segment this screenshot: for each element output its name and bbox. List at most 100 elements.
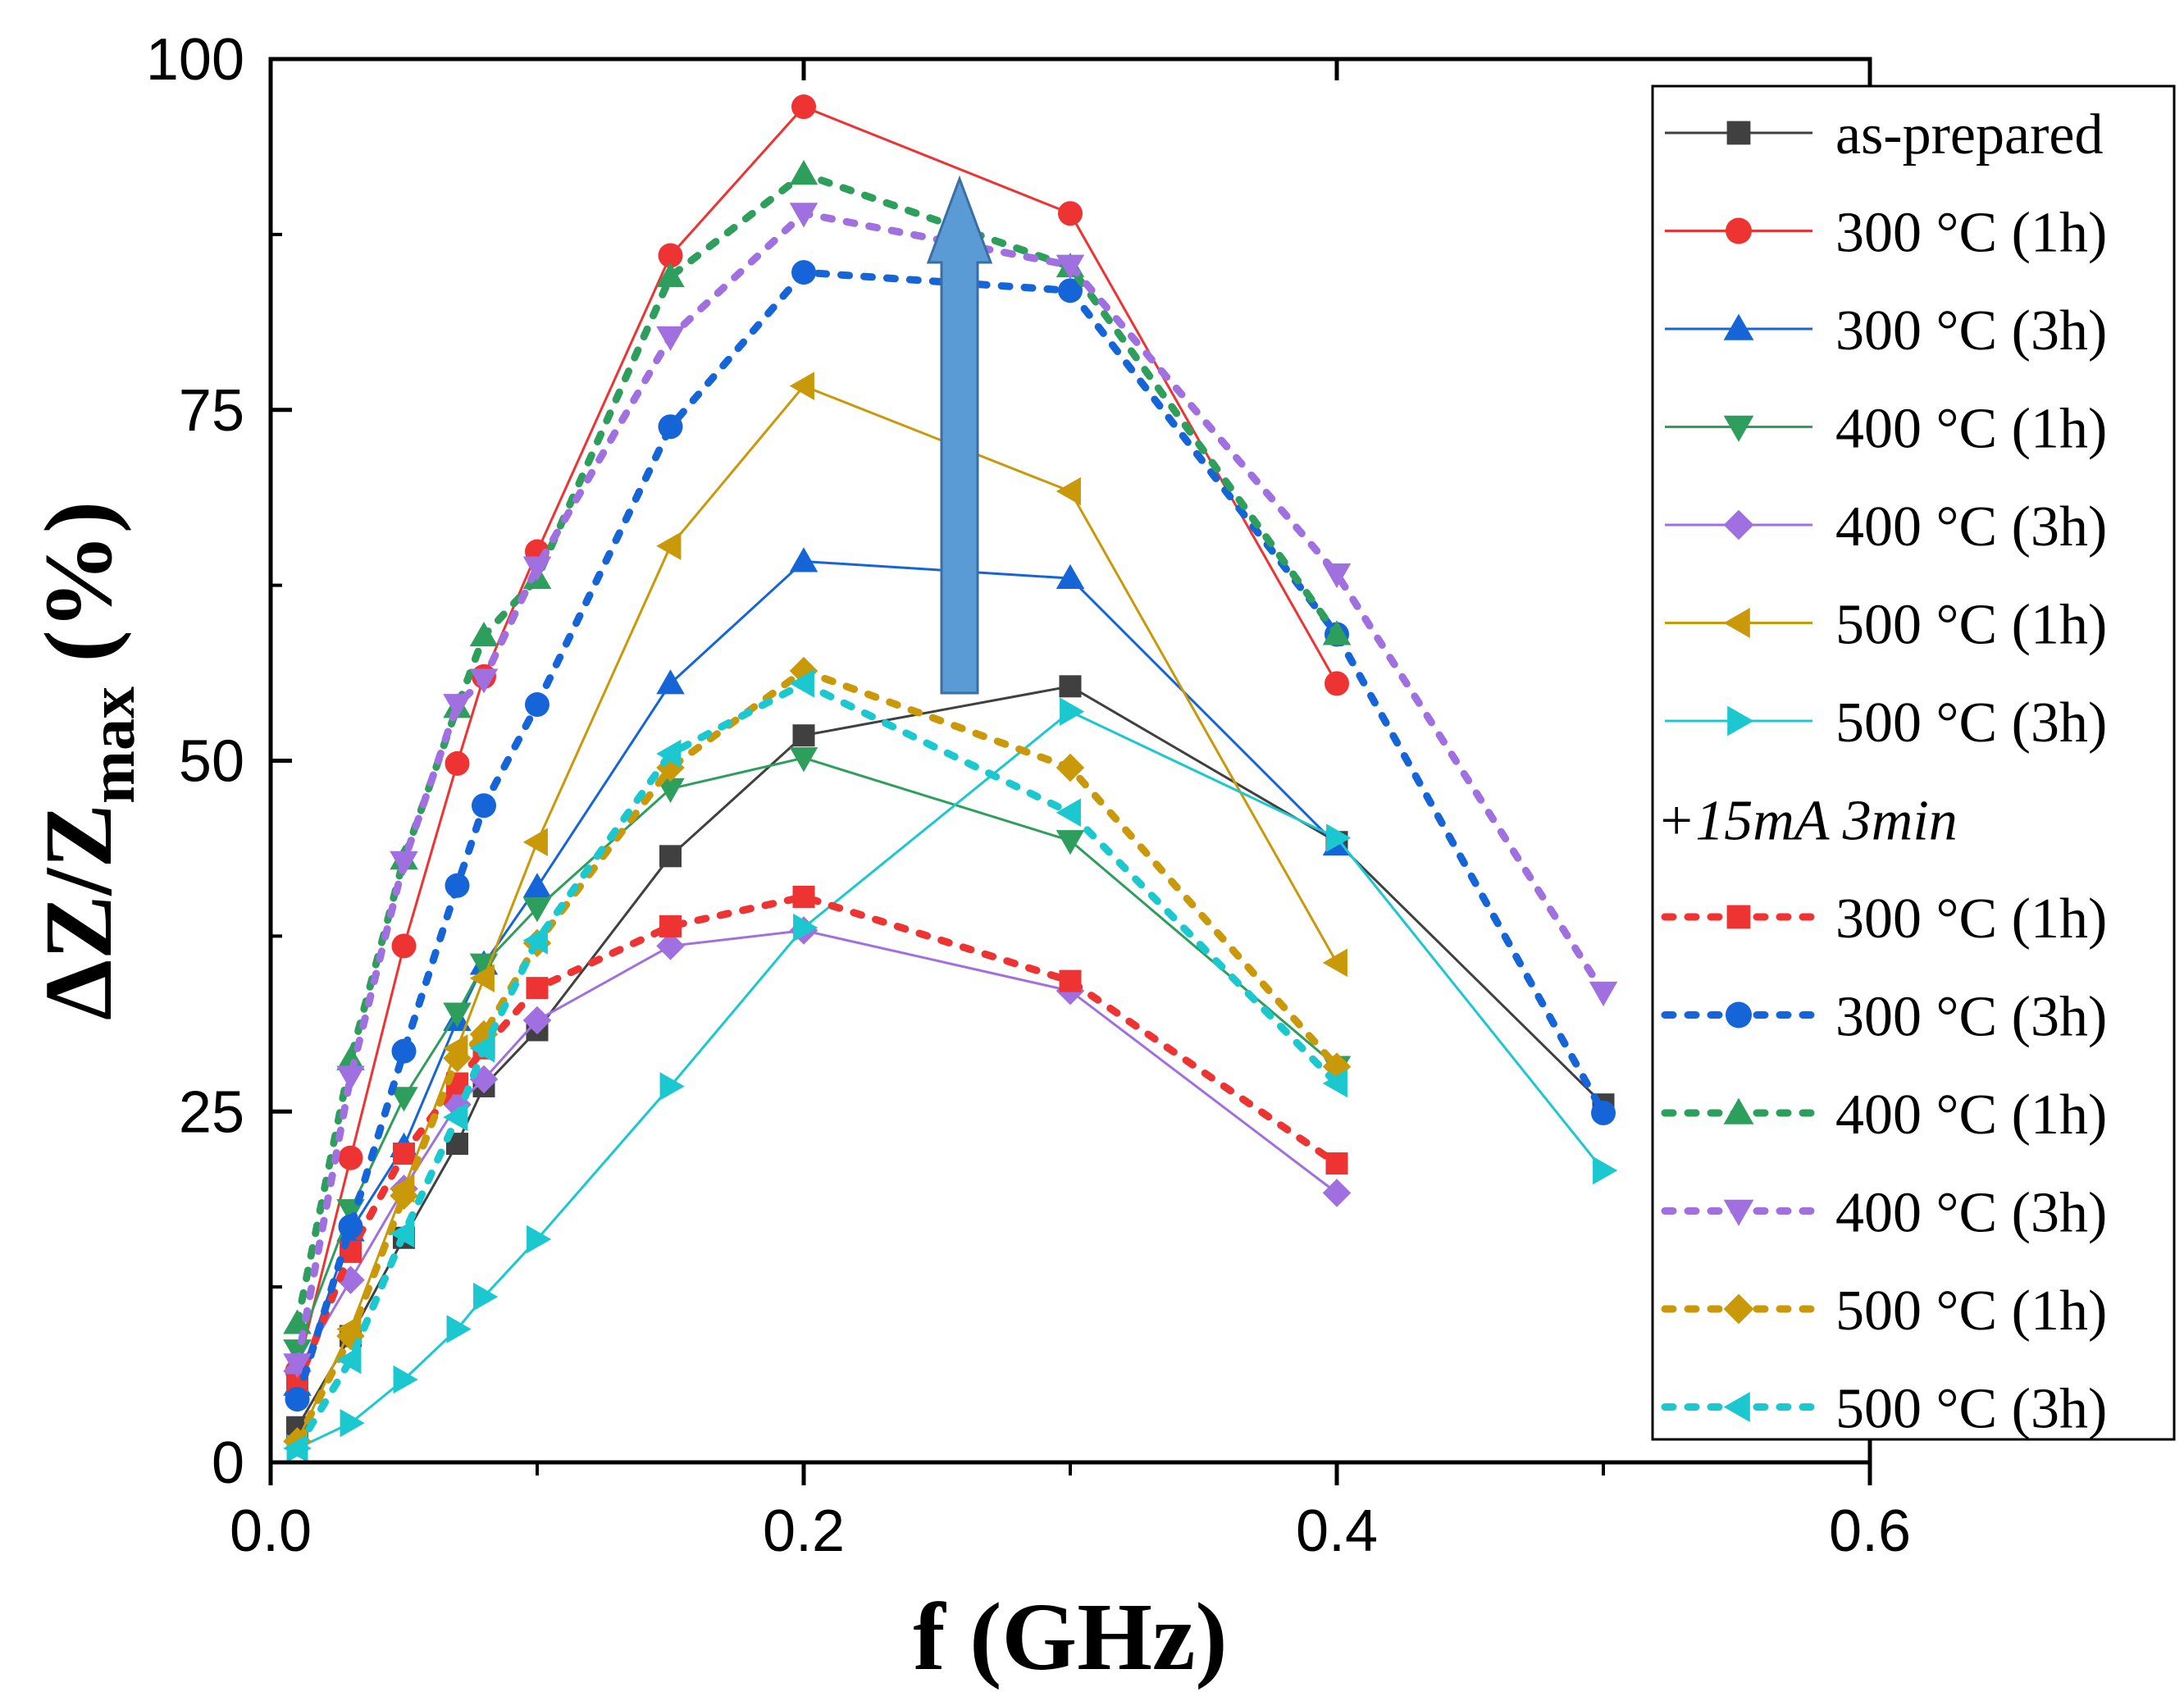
data-point (1322, 1069, 1347, 1098)
y-axis-title-unit: (%) (25, 501, 132, 686)
legend-entry-15ma-3min-400-c-3h: 400 °C (3h) (1661, 1182, 2107, 1245)
data-point (1056, 477, 1081, 506)
series-annealed-500-c-3h (286, 697, 1618, 1463)
data-point (283, 1309, 312, 1334)
data-point (1056, 254, 1085, 280)
data-point (526, 977, 549, 1000)
legend-group-heading: +15mA 3min (1657, 790, 1958, 853)
data-point (792, 885, 815, 908)
data-point (338, 1145, 363, 1170)
legend-entry-annealed-300-c-3h: 300 °C (3h) (1665, 299, 2107, 363)
legend-marker (1723, 415, 1754, 442)
data-point (1589, 981, 1618, 1007)
data-point (393, 1365, 418, 1394)
data-point (789, 203, 818, 228)
data-point (1060, 697, 1085, 726)
legend-entry-annealed-300-c-1h: 300 °C (1h) (1665, 202, 2107, 265)
legend-marker (1723, 313, 1754, 340)
data-point (522, 926, 548, 955)
data-point (522, 897, 552, 923)
data-point (469, 668, 499, 694)
data-point (1056, 798, 1081, 828)
data-point (1058, 278, 1083, 303)
legend-marker (1723, 1392, 1750, 1422)
y-axis-title-main: ΔZ/Z (25, 804, 132, 1020)
increase-arrow-icon (926, 175, 993, 695)
legend-entry-15ma-3min-300-c-3h: 300 °C (3h) (1661, 986, 2107, 1049)
series-annealed-400-c-1h (283, 747, 1352, 1365)
series-line (294, 209, 1607, 1368)
data-point (1322, 620, 1352, 645)
y-tick-label: 50 (179, 729, 244, 795)
legend-entry-15ma-3min-500-c-1h: 500 °C (1h) (1661, 1279, 2107, 1343)
y-tick-label: 25 (179, 1079, 244, 1145)
data-point (443, 694, 472, 719)
axes: 0 25 50 75 100 0.0 0.2 0.4 0.6 f (GHz) ΔZ/Zmax (%) (25, 27, 1911, 1690)
series-15ma-3min-500-c-3h (283, 669, 1347, 1463)
data-point (390, 1181, 418, 1211)
data-point (390, 1087, 418, 1112)
data-point (1591, 1100, 1616, 1125)
data-point (656, 932, 685, 960)
data-point (443, 1002, 472, 1028)
legend-label: as-prepared (1835, 103, 2103, 166)
legend-label: 300 °C (1h) (1835, 887, 2107, 951)
data-point (1059, 675, 1082, 698)
data-point (522, 828, 548, 856)
legend-marker (1726, 1001, 1752, 1028)
y-tick-label: 0 (212, 1430, 244, 1496)
data-point (522, 556, 552, 581)
data-point (792, 724, 815, 747)
legend-label: 500 °C (1h) (1835, 1279, 2107, 1343)
data-point (283, 1434, 308, 1463)
legend-entry-annealed-as-prepared: as-prepared (1665, 103, 2103, 166)
data-point (469, 1034, 495, 1063)
data-point (656, 262, 685, 288)
data-point (446, 1315, 472, 1343)
legend-marker (1723, 509, 1754, 540)
series-15ma-3min-400-c-3h (283, 203, 1618, 1379)
data-point (659, 845, 682, 868)
data-point (527, 1225, 552, 1254)
data-point (391, 933, 417, 959)
data-point (336, 1065, 365, 1091)
x-tick-label: 0.2 (763, 1498, 845, 1564)
series-line (296, 559, 1338, 1386)
y-axis-title: ΔZ/Zmax (%) (25, 501, 148, 1020)
data-point (283, 1353, 312, 1379)
legend-label: 400 °C (3h) (1835, 1182, 2107, 1245)
data-point (1593, 1156, 1618, 1185)
data-point (390, 851, 418, 876)
data-point (789, 160, 818, 185)
legend-marker (1723, 1097, 1754, 1124)
legend-entry-15ma-3min-400-c-1h: 400 °C (1h) (1661, 1083, 2107, 1147)
data-point (393, 1142, 415, 1165)
x-tick-label: 0.0 (230, 1498, 312, 1564)
legend-marker (1726, 217, 1752, 244)
data-point (338, 1214, 363, 1239)
data-point (658, 414, 683, 440)
data-point (1322, 948, 1347, 978)
legend-label: 500 °C (1h) (1835, 594, 2107, 657)
data-point (789, 372, 814, 400)
data-point (390, 1219, 415, 1248)
legend-marker (1723, 1293, 1754, 1325)
data-point (659, 914, 682, 937)
data-marks (283, 94, 1618, 1463)
data-point (656, 669, 685, 695)
data-point (285, 1387, 310, 1412)
legend-entry-annealed-400-c-1h: 400 °C (1h) (1665, 398, 2107, 461)
legend-label: 400 °C (1h) (1835, 398, 2107, 461)
data-point (789, 747, 818, 773)
data-point (656, 739, 682, 768)
data-point (1322, 563, 1352, 589)
legend-label: 400 °C (1h) (1835, 1083, 2107, 1147)
data-point (443, 1043, 472, 1073)
x-tick-label: 0.4 (1296, 1498, 1378, 1564)
legend-label: 300 °C (3h) (1835, 299, 2107, 363)
data-point (656, 531, 682, 560)
data-point (1056, 753, 1085, 782)
data-point (522, 873, 552, 898)
data-point (789, 547, 818, 572)
legend-label: 300 °C (3h) (1835, 986, 2107, 1049)
